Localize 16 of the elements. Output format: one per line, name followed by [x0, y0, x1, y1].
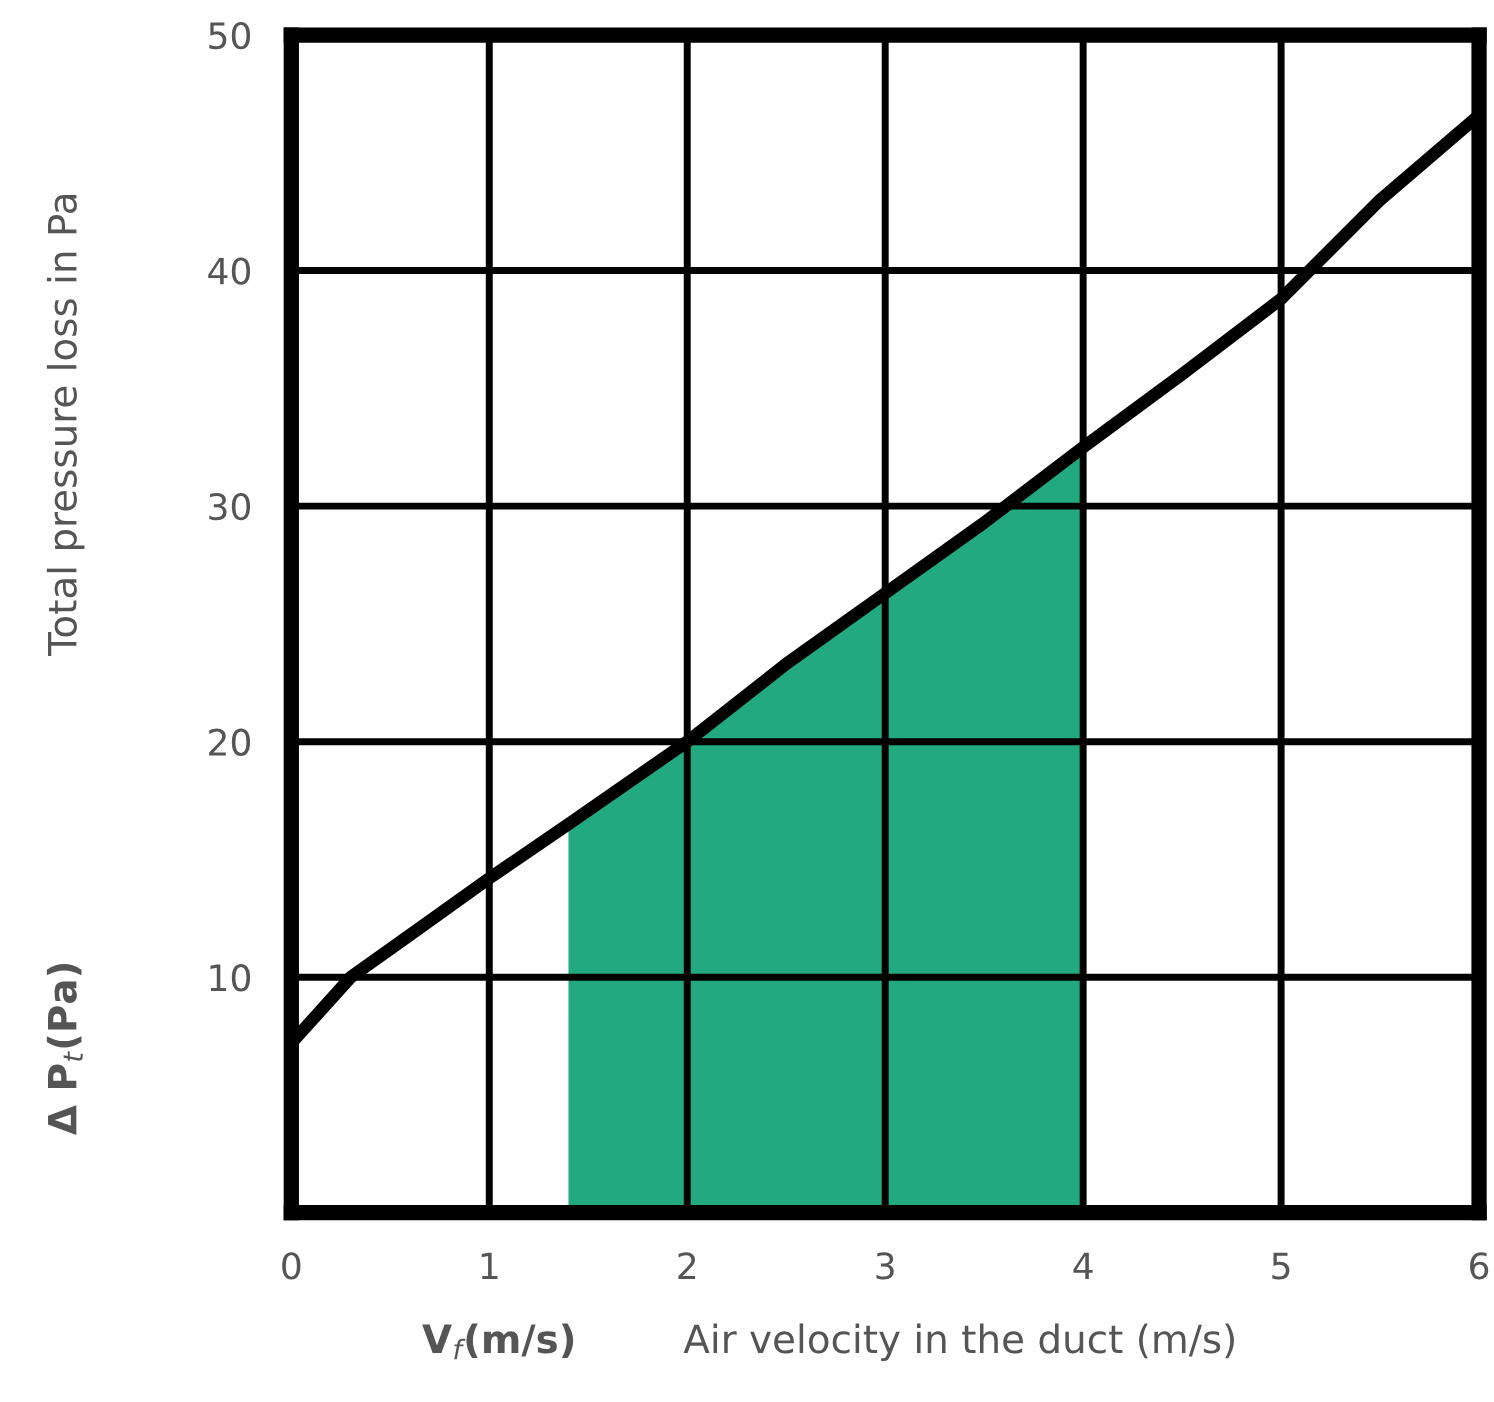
x-tick-label: 0 — [282, 1252, 301, 1280]
x-tick-label: 5 — [1272, 1252, 1290, 1280]
y-tick-label: 10 — [210, 964, 251, 992]
x-tick-label: 3 — [876, 1252, 894, 1280]
x-axis-title: V$_{f}$(m/s) — [422, 1323, 574, 1360]
y-axis-title: Δ P$_{t}$(Pa) — [46, 963, 83, 1135]
text: Air velocity in the duct (m/s) — [683, 1323, 1234, 1362]
x-tick-label: 2 — [678, 1252, 696, 1280]
x-tick-label: 4 — [1073, 1252, 1093, 1280]
y-tick-label: 50 — [209, 21, 251, 50]
y-tick-label: 30 — [209, 493, 251, 521]
x-tick-label: 1 — [481, 1252, 498, 1280]
x-tick-label: 6 — [1470, 1252, 1489, 1280]
y-tick-label: 40 — [208, 257, 251, 285]
y-tick-label: 20 — [209, 728, 251, 756]
text: Total pressure loss in Pa — [46, 195, 85, 656]
